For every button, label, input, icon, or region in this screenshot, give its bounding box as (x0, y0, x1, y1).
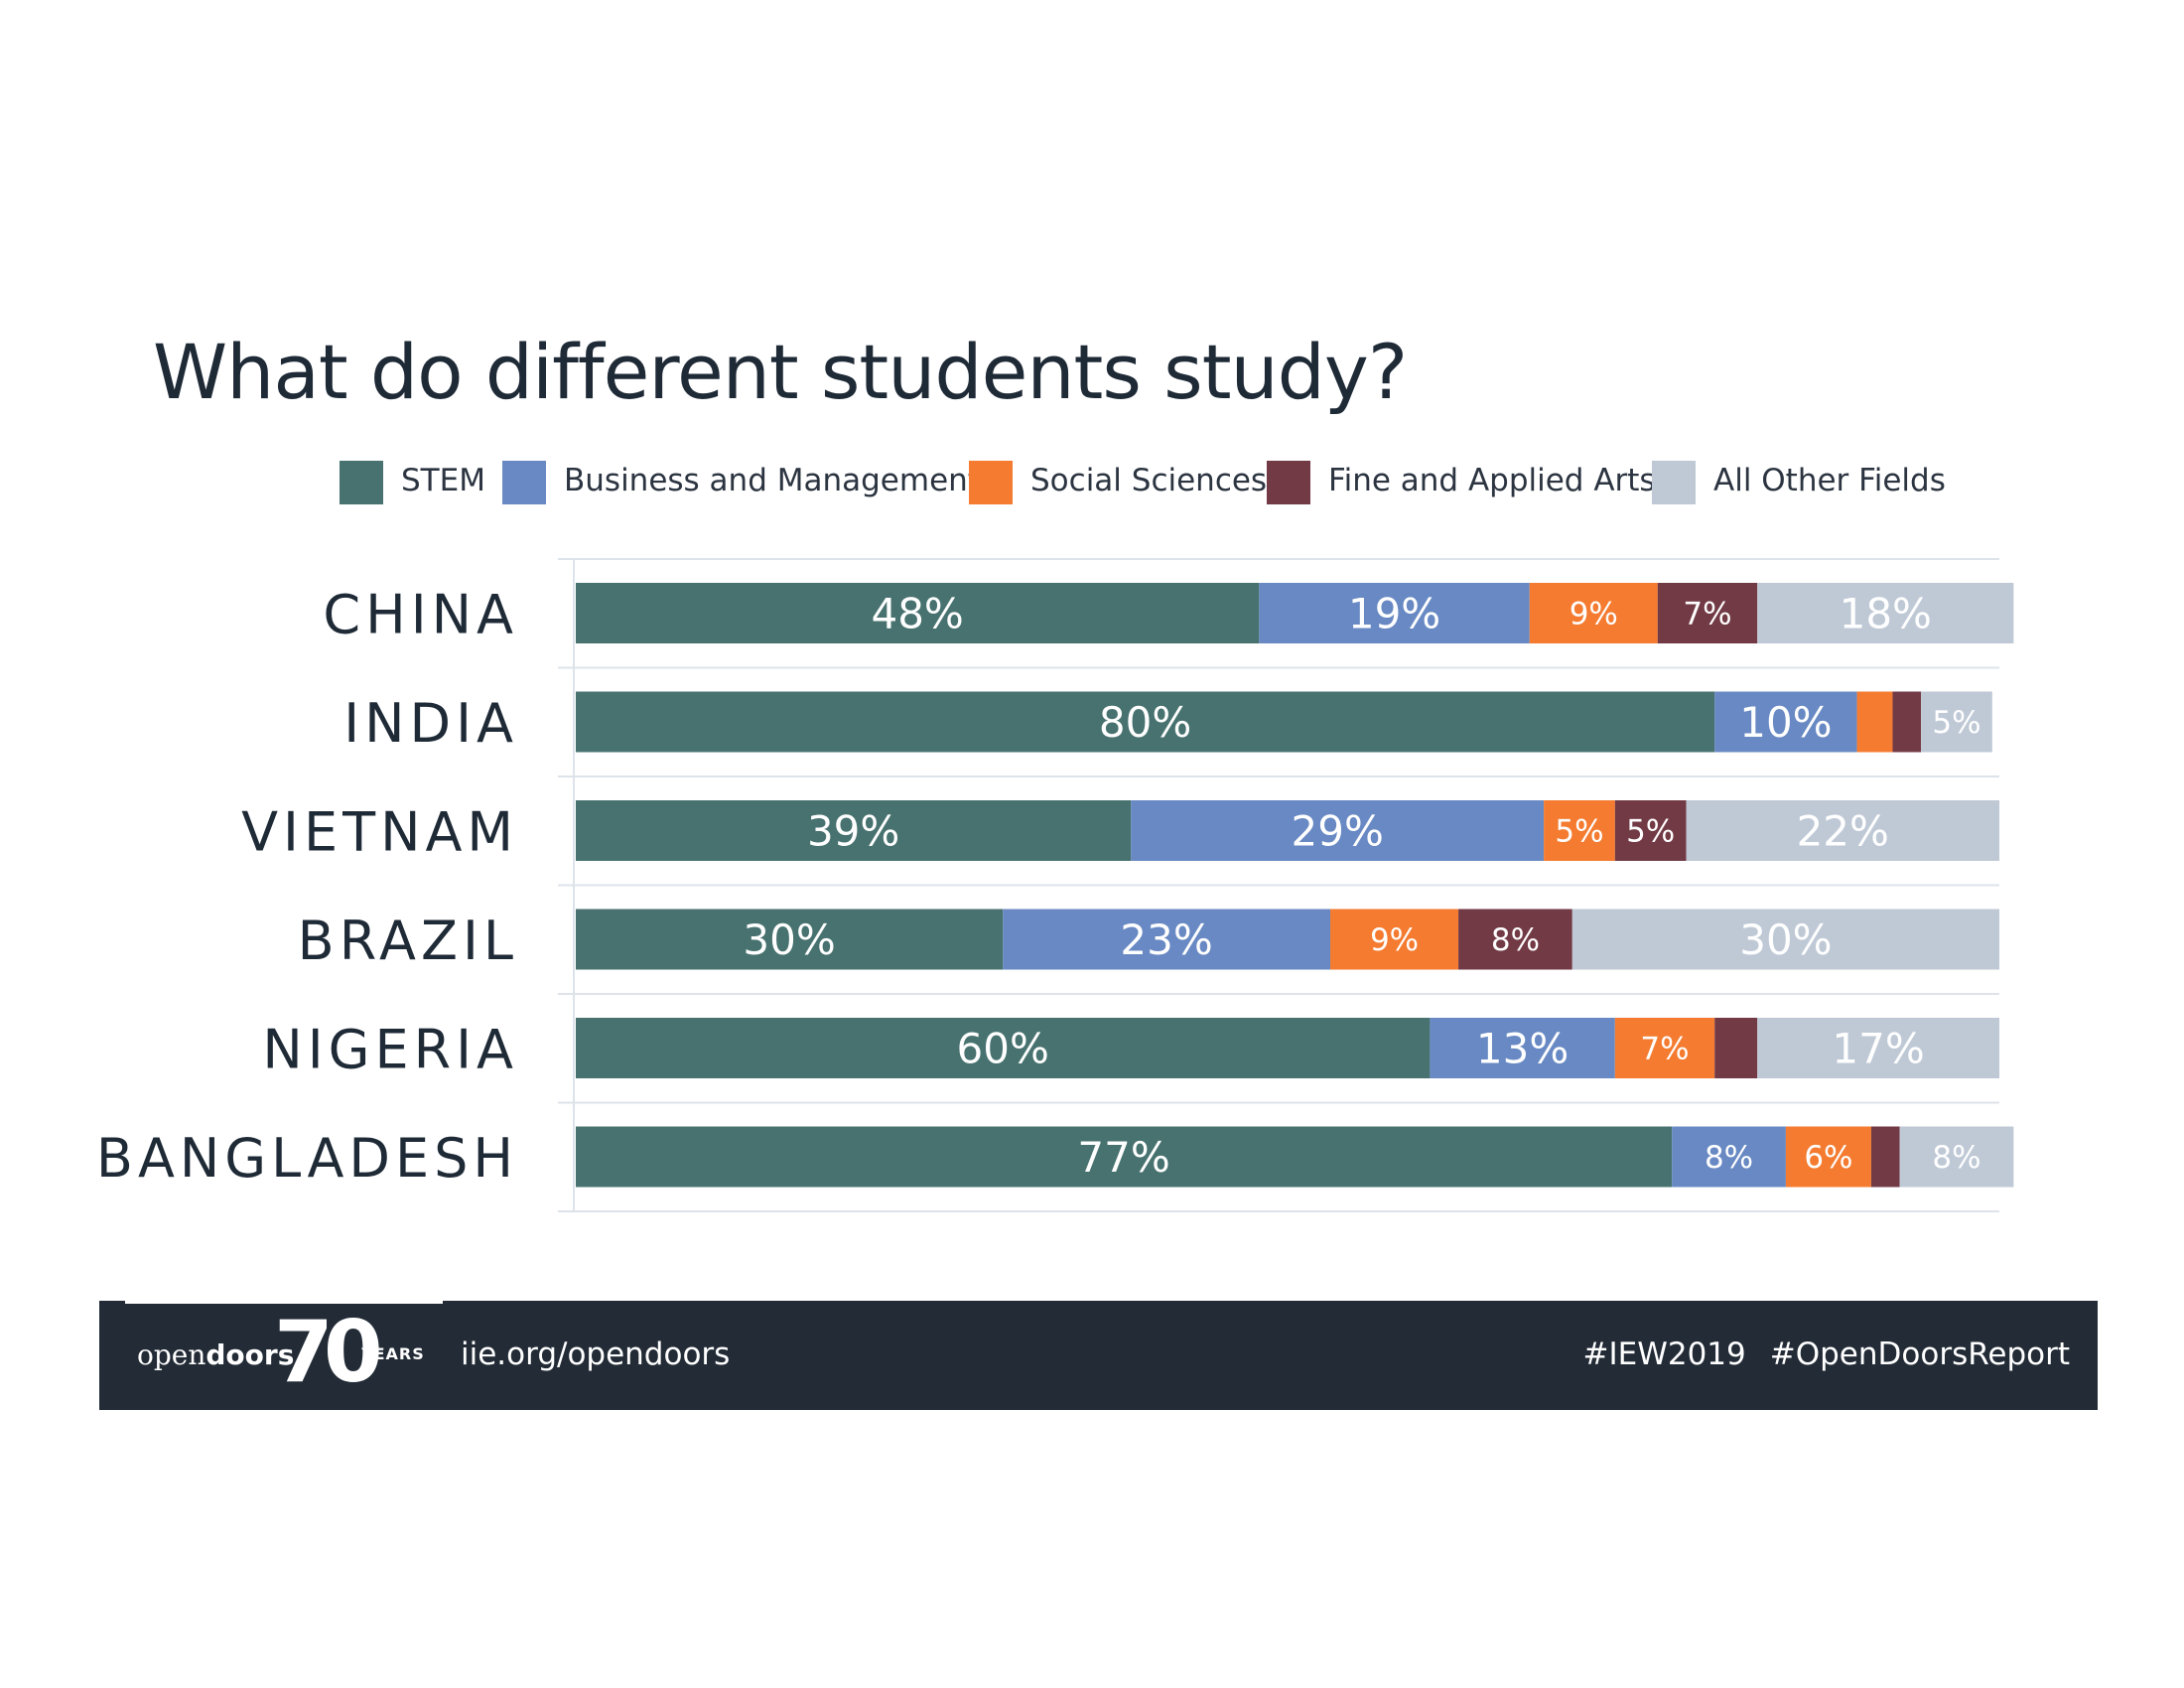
bar-segment (1544, 800, 1615, 861)
footer-accent-line (125, 1301, 443, 1304)
footer-url: iie.org/opendoors (461, 1336, 731, 1372)
bar-segment (1714, 1018, 1758, 1078)
category-label: BRAZIL (298, 910, 518, 972)
data-label: 17% (1832, 1025, 1924, 1073)
data-label: 77% (1077, 1133, 1169, 1182)
chart-legend: STEM Business and Management Social Scie… (340, 459, 2027, 506)
category-label: NIGERIA (262, 1019, 518, 1081)
data-label: 9% (1370, 922, 1419, 958)
data-label: 8% (1705, 1140, 1753, 1176)
stacked-bar-chart: CHINA 48% 19% 9% 7% 18% INDIA 80% 10% 5% VIETNAM 39… (96, 558, 2014, 1212)
data-label: 9% (1570, 597, 1618, 633)
data-label: 8% (1932, 1140, 1980, 1176)
bar-segment (1131, 800, 1545, 861)
bar-segment (1259, 583, 1530, 643)
legend-label-social: Social Sciences (1030, 463, 1268, 498)
legend-label-stem: STEM (401, 463, 485, 498)
bar-segment (1856, 691, 1893, 753)
logo-open: open (137, 1338, 206, 1371)
bar-segment (1757, 1018, 1999, 1078)
legend-label-business: Business and Management (564, 463, 980, 498)
bar-segment (1458, 909, 1572, 970)
bar-segment (1757, 583, 2014, 643)
logo-seventy-mark: 70 (274, 1303, 383, 1402)
legend-label-other: All Other Fields (1713, 463, 1946, 498)
bar-segment (1921, 691, 1992, 753)
bar-segment (576, 1018, 1431, 1078)
legend-swatch-social (969, 461, 1013, 504)
legend-swatch-other (1652, 461, 1696, 504)
hashtag-iew: #IEW2019 (1582, 1336, 1746, 1372)
data-label: 13% (1476, 1025, 1569, 1073)
data-label: 8% (1491, 922, 1540, 958)
bar-segment (1892, 691, 1922, 753)
bar-segment (576, 1126, 1673, 1188)
data-label: 39% (807, 807, 899, 856)
data-label: 23% (1120, 915, 1212, 964)
data-label: 30% (1739, 915, 1832, 964)
data-label: 60% (957, 1025, 1049, 1073)
data-label: 7% (1640, 1032, 1689, 1067)
data-label: 30% (743, 915, 835, 964)
data-label: 29% (1292, 807, 1384, 856)
data-label: 19% (1348, 590, 1440, 638)
data-label: 7% (1683, 597, 1731, 633)
data-label: 6% (1804, 1140, 1852, 1176)
data-label: 10% (1739, 698, 1832, 747)
legend-swatch-stem (340, 461, 383, 504)
data-label: 48% (871, 590, 963, 638)
category-label: CHINA (323, 584, 518, 646)
data-label: 22% (1797, 807, 1889, 856)
legend-swatch-arts (1267, 461, 1310, 504)
logo-years: YEARS (361, 1344, 425, 1363)
data-label: 18% (1840, 590, 1932, 638)
bar-segment (1330, 909, 1459, 970)
legend-swatch-business (502, 461, 546, 504)
category-label: INDIA (343, 692, 518, 755)
category-label: BANGLADESH (96, 1127, 518, 1190)
bar-segment (1614, 800, 1687, 861)
bar-segment (1714, 691, 1857, 753)
bar-segment (576, 909, 1004, 970)
bar-segment (1003, 909, 1331, 970)
bar-segment (576, 583, 1260, 643)
chart-title: What do different students study? (153, 328, 1408, 416)
bar-segment (1686, 800, 1999, 861)
logo-doors: doors (205, 1338, 295, 1371)
data-label: 80% (1099, 698, 1191, 747)
bar-segment (1614, 1018, 1715, 1078)
bar-segment (1430, 1018, 1615, 1078)
bar-segment (1870, 1126, 1900, 1188)
bar-segment (1571, 909, 1999, 970)
bar-segment (1672, 1126, 1786, 1188)
data-label: 5% (1932, 705, 1980, 741)
bar-segment (576, 691, 1715, 753)
footer-hashtags: #IEW2019 #OpenDoorsReport (1583, 1336, 2071, 1372)
bar-segment (1529, 583, 1658, 643)
opendoors-logo: opendoors (137, 1338, 294, 1371)
bar-segment (1657, 583, 1758, 643)
footer-bar: opendoors 70 YEARS iie.org/opendoors #IE… (99, 1301, 2098, 1410)
data-label: 5% (1626, 814, 1675, 850)
hashtag-opendoors: #OpenDoorsReport (1769, 1336, 2070, 1372)
bar-segment (576, 800, 1132, 861)
legend-label-arts: Fine and Applied Arts (1328, 463, 1656, 498)
category-label: VIETNAM (241, 801, 518, 864)
bar-segment (1785, 1126, 1871, 1188)
bar-segment (1899, 1126, 2014, 1188)
data-label: 5% (1555, 814, 1603, 850)
